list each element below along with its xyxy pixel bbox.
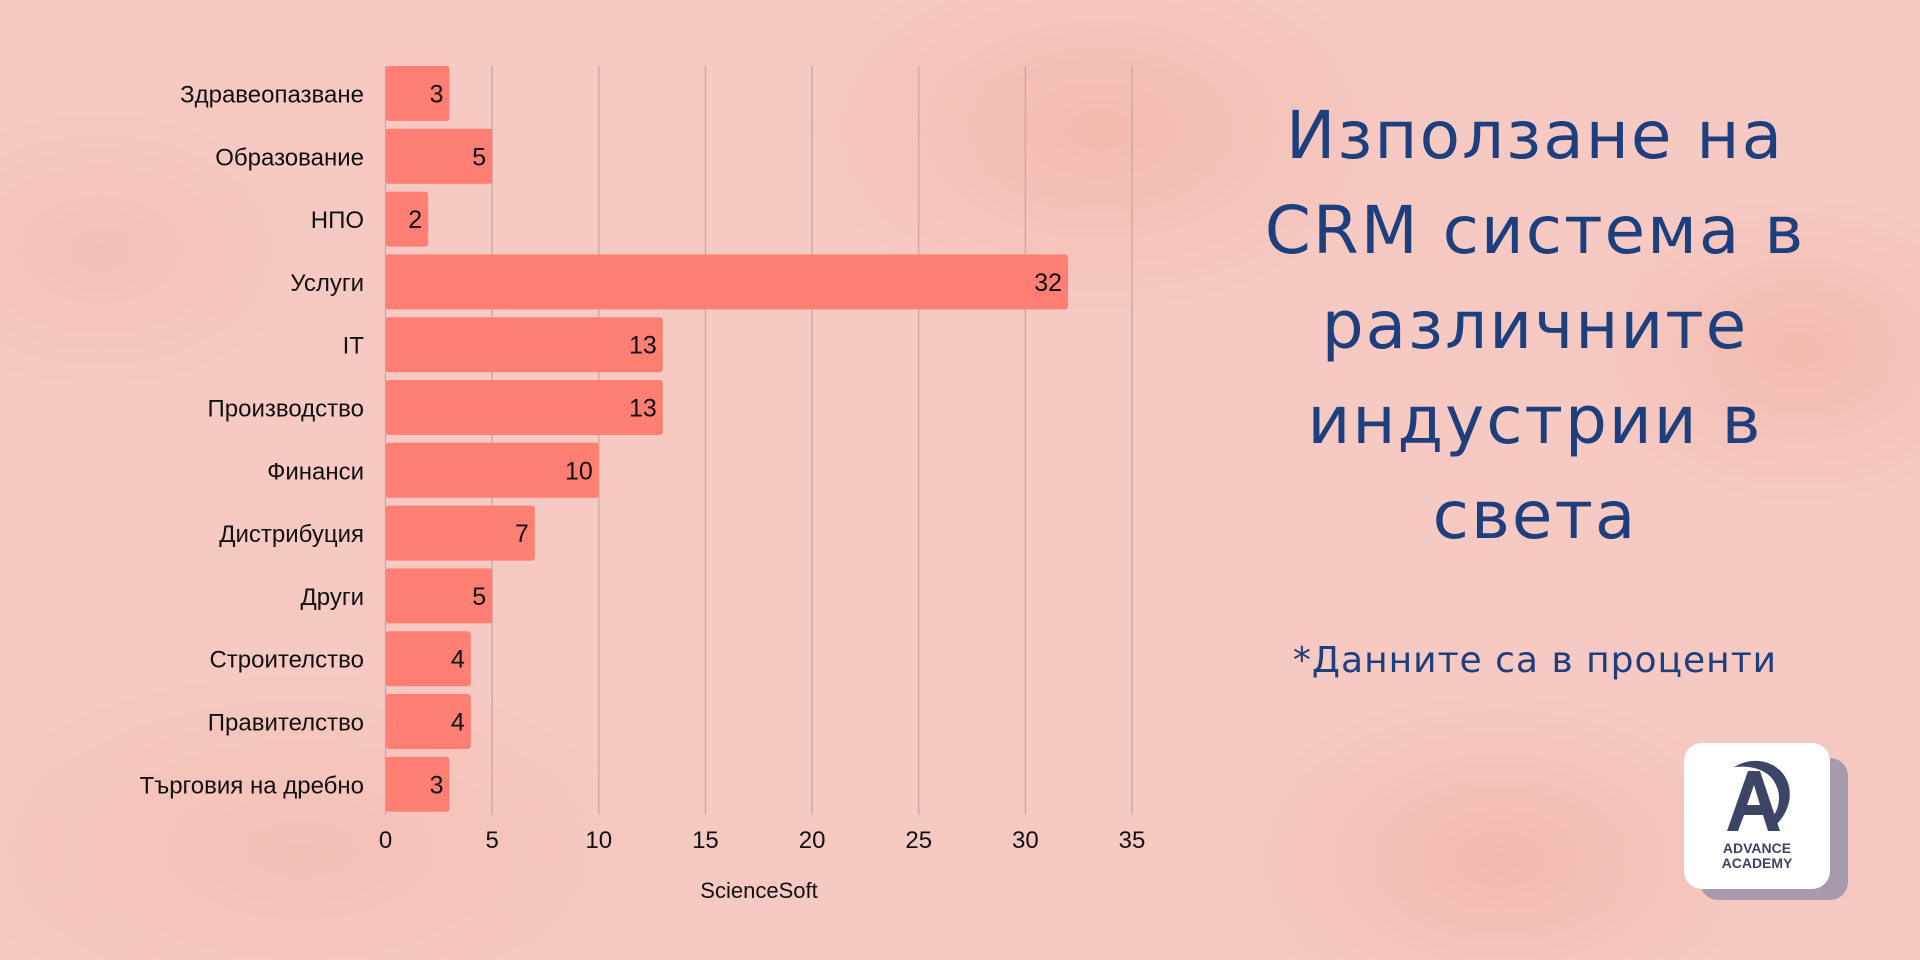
advance-academy-logo: ADVANCE ACADEMY xyxy=(1684,743,1830,889)
title-line: Използане на xyxy=(1285,97,1785,174)
bar-value-label: 2 xyxy=(408,206,422,234)
bar-value-label: 13 xyxy=(629,332,657,360)
y-category-label: Услуги xyxy=(290,270,364,297)
y-category-label: Дистрибуция xyxy=(219,521,364,548)
bar-value-label: 7 xyxy=(515,520,529,548)
bar-value-label: 4 xyxy=(451,646,465,674)
y-category-label: Строителство xyxy=(209,647,364,674)
bar xyxy=(385,128,493,184)
x-tick-label: 5 xyxy=(485,827,498,854)
bar xyxy=(385,191,429,247)
bar xyxy=(385,631,471,687)
y-category-label: Правителство xyxy=(208,710,364,737)
bar xyxy=(385,756,450,812)
bar-value-label: 4 xyxy=(451,709,465,737)
bar-value-label: 3 xyxy=(430,771,444,799)
bar-chart: 0 5 10 15 20 25 30 353Здравеопазване5Образовани… xyxy=(140,66,1146,903)
bar-value-label: 5 xyxy=(472,143,486,171)
title-line: индустрии в xyxy=(1307,382,1763,459)
title-line: света xyxy=(1432,477,1638,554)
bar xyxy=(385,380,663,435)
bar-value-label: 3 xyxy=(430,81,444,109)
y-category-label: Образование xyxy=(215,144,364,171)
y-category-label: Други xyxy=(301,584,365,611)
bar xyxy=(385,317,663,373)
logo-a-icon xyxy=(1727,760,1790,831)
logo-text-line2: ACADEMY xyxy=(1721,855,1793,871)
bar xyxy=(385,568,493,624)
y-category-label: IT xyxy=(343,333,365,360)
x-axis-label: ScienceSoft xyxy=(700,878,817,903)
chart-title: Използане на CRM система в различните ин… xyxy=(1190,88,1880,563)
bar xyxy=(385,66,450,121)
logo-text-line1: ADVANCE xyxy=(1722,840,1792,856)
y-category-label: НПО xyxy=(311,207,364,234)
data-note: *Данните са в проценти xyxy=(1292,640,1778,681)
x-tick-label: 35 xyxy=(1119,827,1146,854)
x-tick-label: 15 xyxy=(692,827,719,854)
bar xyxy=(385,505,535,561)
bar xyxy=(385,442,599,498)
title-line: CRM система в xyxy=(1264,192,1806,269)
bar-value-label: 13 xyxy=(629,395,657,423)
bar xyxy=(385,254,1069,310)
bar xyxy=(385,694,471,749)
bar-value-label: 5 xyxy=(472,583,486,611)
title-line: различните xyxy=(1321,287,1749,364)
x-tick-label: 30 xyxy=(1012,827,1039,854)
x-tick-label: 0 xyxy=(379,827,392,854)
y-category-label: Здравеопазване xyxy=(180,82,364,109)
bar-value-label: 10 xyxy=(565,457,593,485)
x-tick-label: 10 xyxy=(585,827,612,854)
x-tick-label: 25 xyxy=(905,827,932,854)
x-tick-label: 20 xyxy=(799,827,826,854)
bar-value-label: 32 xyxy=(1034,269,1062,297)
y-category-label: Финанси xyxy=(267,458,364,485)
y-category-label: Търговия на дребно xyxy=(140,772,364,799)
y-category-label: Производство xyxy=(208,396,364,423)
